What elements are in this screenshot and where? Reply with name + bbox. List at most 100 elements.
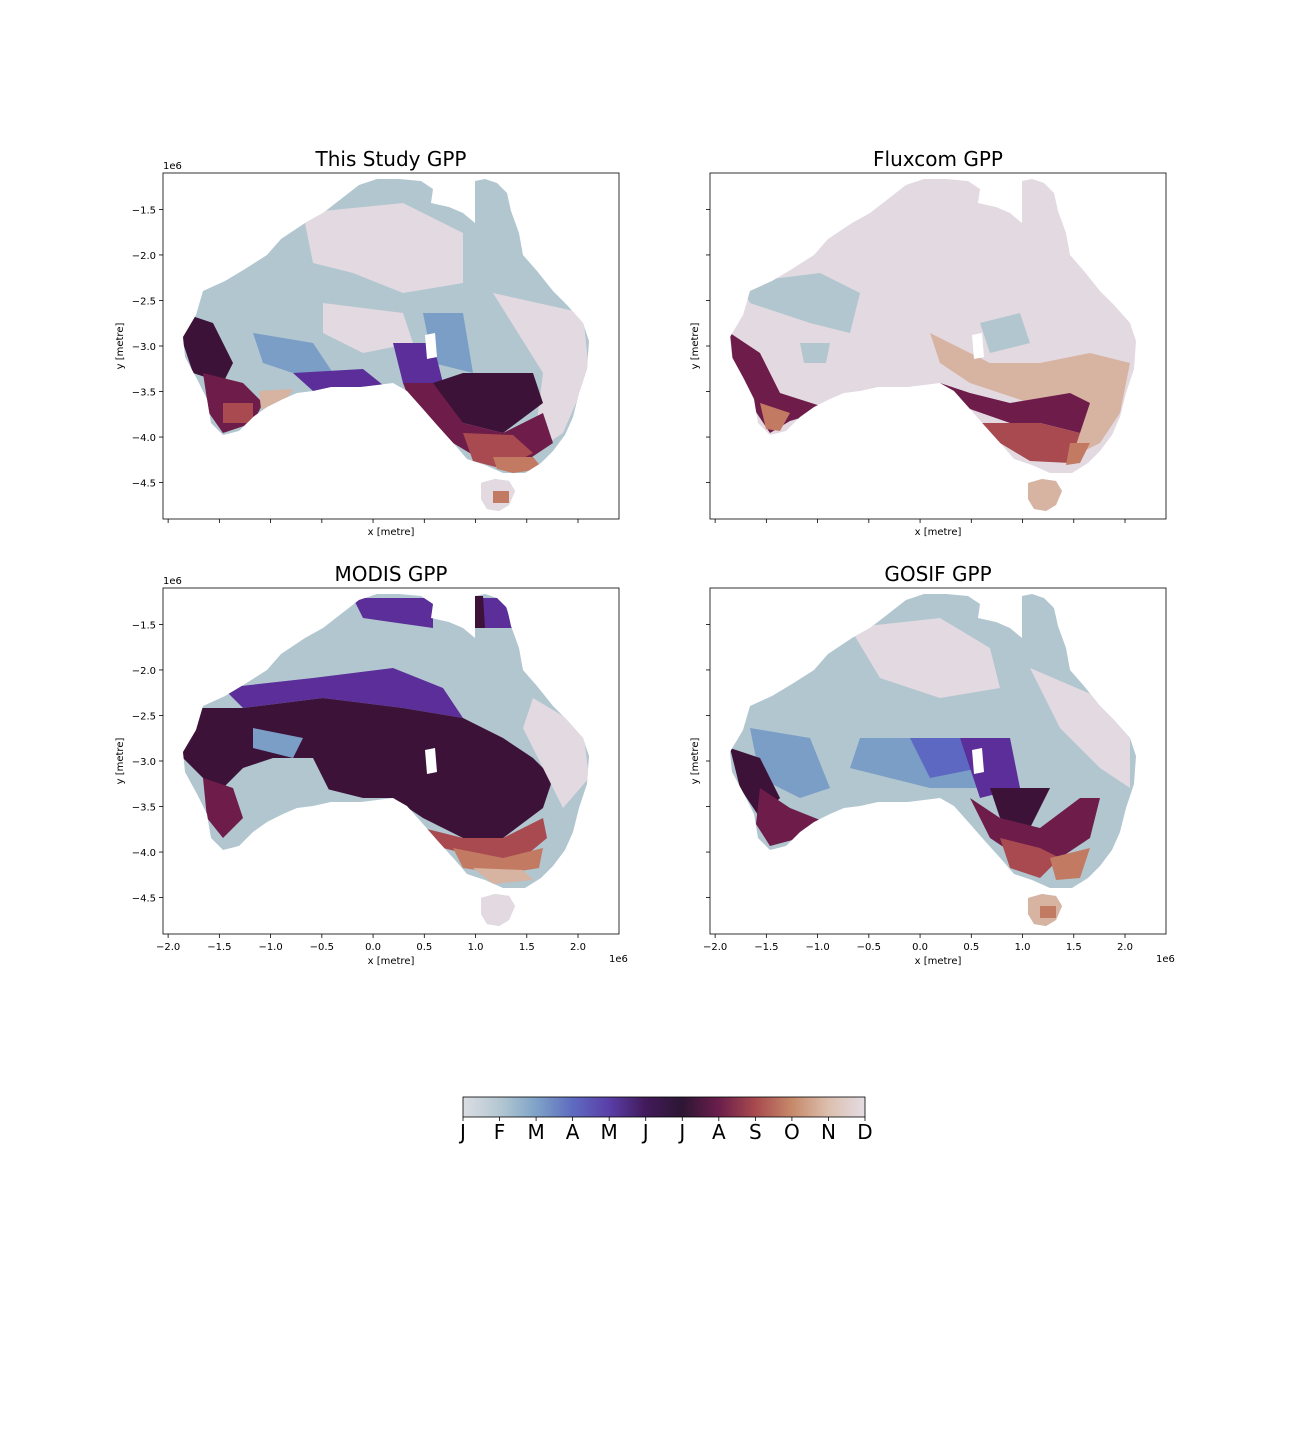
map-region [303,203,463,293]
colorbar-month-label: J [677,1120,685,1144]
map-region [479,894,519,926]
y-tick-label: −3.5 [132,803,156,814]
x-tick-label: 0.0 [912,942,928,953]
map-region [910,738,980,778]
x-tick-label: −1.5 [754,942,778,953]
map-region [223,403,253,423]
map-region [463,596,485,628]
map-region [493,293,589,453]
x-offset-label: 1e6 [609,954,628,965]
y-tick-label: −4.0 [132,848,156,859]
map-area [183,594,589,926]
map-region [1000,838,1060,878]
map-area [730,179,1136,511]
map-region [800,343,830,363]
panel-2: Fluxcom GPP x [metre] y [metre] [690,147,1167,538]
y-tick-label: −4.5 [132,479,156,490]
lake-gap [425,748,437,774]
y-tick-label: −1.5 [132,205,156,216]
x-tick-label: 1.0 [468,942,484,953]
x-tick-label: 2.0 [1117,942,1133,953]
x-tick-label: −0.5 [857,942,881,953]
map-region [259,389,293,409]
map-region [740,273,860,333]
x-axis-label: x [metre] [915,956,962,967]
map-region [1026,479,1066,511]
colorbar-month-label: M [601,1120,618,1144]
y-tick-label: −3.5 [132,388,156,399]
map-area [730,594,1136,926]
colorbar-month-label: S [749,1120,762,1144]
map-region [850,618,1000,698]
y-tick-label: −3.0 [132,342,156,353]
map-region [353,598,433,628]
panel-4: GOSIF GPP −2.0 −1.5 −1.0 −0.5 0.0 0.5 1.0 1.5 2.0… [690,562,1175,967]
x-tick-label: −1.5 [207,942,231,953]
panel-title: Fluxcom GPP [873,147,1003,171]
x-offset-label: 1e6 [1156,954,1175,965]
y-tick-label: −4.0 [132,433,156,444]
panel-title: This Study GPP [315,147,467,171]
colorbar-bar [462,1096,866,1118]
y-tick-label: −2.5 [132,296,156,307]
map-region [1040,906,1056,918]
map-region [223,668,463,718]
map-region [940,383,1090,433]
map-area [183,179,589,511]
colorbar-month-label: J [458,1120,466,1144]
y-tick-label: −4.5 [132,894,156,905]
map-region [203,778,243,838]
y-tick-label: −3.0 [132,757,156,768]
x-tick-label: 1.0 [1015,942,1031,953]
map-region [1030,668,1130,788]
lake-gap [425,333,437,359]
map-region [493,491,509,503]
map-region [990,788,1050,828]
colorbar-month-label: N [821,1120,836,1144]
map-region [253,728,303,758]
panel-1: This Study GPP −1.5 −2.0 −2.5 −3.0 −3.5 −4.0 −4… [115,147,620,538]
y-tick-label: −2.5 [132,711,156,722]
map-region [980,313,1030,353]
x-tick-label: −2.0 [703,942,727,953]
y-offset-label: 1e6 [163,161,182,172]
y-tick-label: −2.0 [132,251,156,262]
x-tick-label: −1.0 [805,942,829,953]
y-axis-label: y [metre] [690,323,701,370]
panel-title: MODIS GPP [335,562,448,586]
map-region [1066,443,1090,465]
x-tick-label: −1.0 [258,942,282,953]
map-region [423,818,547,858]
x-axis-label: x [metre] [915,527,962,538]
colorbar-month-label: D [857,1120,872,1144]
panel-3: MODIS GPP −2.0 −1.5 −1.0 −0.5 0.0 0.5 1.0 1.5 2.0… [115,562,628,967]
map-region [473,868,533,884]
x-tick-label: 2.0 [570,942,586,953]
map-region [323,303,413,353]
x-axis-label: x [metre] [368,956,415,967]
x-tick-label: 1.5 [1066,942,1082,953]
colorbar-month-label: M [527,1120,544,1144]
x-tick-label: 0.0 [365,942,381,953]
colorbar-month-label: F [494,1120,506,1144]
map-region [433,373,543,433]
map-region [1050,848,1090,880]
colorbar-month-label: J [641,1120,649,1144]
panel-title: GOSIF GPP [884,562,991,586]
x-tick-label: −0.5 [310,942,334,953]
map-region [183,313,233,383]
y-axis-label: y [metre] [115,323,126,370]
map-region [760,403,790,431]
map-region [453,848,543,874]
y-axis-label: y [metre] [115,738,126,785]
colorbar-month-label: A [566,1120,580,1144]
map-region [980,423,1080,463]
y-offset-label: 1e6 [163,576,182,587]
map-region [253,333,333,373]
y-axis-label: y [metre] [690,738,701,785]
colorbar-month-label: O [784,1120,800,1144]
map-region [493,457,543,473]
y-tick-label: −1.5 [132,620,156,631]
